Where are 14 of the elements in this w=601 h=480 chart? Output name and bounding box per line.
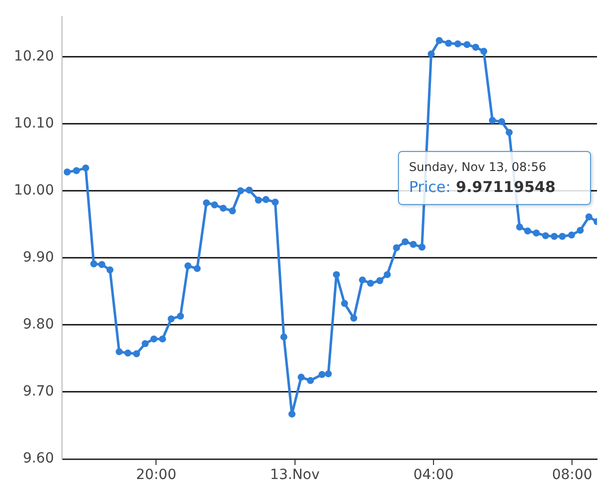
x-tick-label: 20:00	[136, 467, 176, 480]
y-tick-label: 10.10	[14, 115, 54, 132]
x-tick-label: 04:00	[413, 467, 454, 480]
y-tick-label: 9.90	[22, 249, 54, 266]
y-tick-label: 9.70	[22, 384, 54, 400]
x-tick-label: 08:00	[552, 467, 592, 480]
y-tick-label: 10.20	[14, 48, 54, 64]
y-tick-label: 9.60	[22, 450, 54, 467]
annotation: Price: 9.97119548	[409, 178, 556, 196]
y-tick-label: 9.80	[22, 316, 54, 333]
tooltip-box: Sunday, Nov 13, 08:56 Price: 9.97119548	[398, 151, 591, 205]
annotation: Sunday, Nov 13, 08:56	[409, 160, 548, 174]
y-tick-label: 10.00	[14, 182, 54, 198]
x-tick-label: 13.Nov	[270, 467, 320, 480]
